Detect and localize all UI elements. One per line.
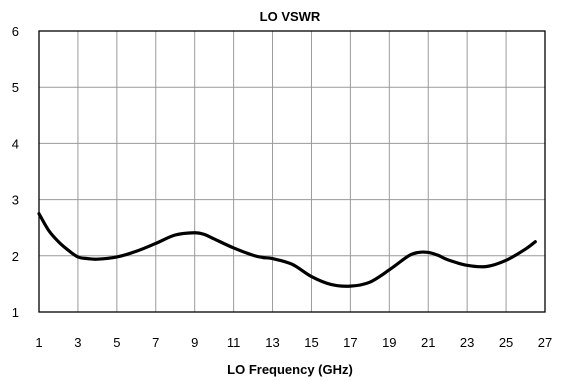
- x-tick-label: 7: [152, 335, 159, 350]
- y-axis-ticks: 1 2 3 4 5 6: [12, 24, 19, 320]
- x-tick-label: 19: [382, 335, 396, 350]
- y-tick-label: 2: [12, 249, 19, 264]
- x-tick-label: 27: [538, 335, 552, 350]
- y-tick-label: 5: [12, 80, 19, 95]
- plot-area-border: [38, 30, 546, 313]
- x-tick-label: 13: [265, 335, 279, 350]
- x-tick-label: 1: [35, 335, 42, 350]
- x-tick-label: 11: [227, 335, 241, 350]
- y-tick-label: 6: [12, 24, 19, 39]
- series-line-lo-vswr: [37, 212, 537, 288]
- y-tick-label: 1: [12, 305, 19, 320]
- x-tick-label: 23: [460, 335, 474, 350]
- grid: [39, 31, 545, 312]
- y-tick-label: 3: [12, 193, 19, 208]
- x-axis-ticks: 1 3 5 7 9 11 13 15 17 19 21 23 25 27: [35, 335, 552, 350]
- x-axis-label: LO Frequency (GHz): [227, 362, 353, 377]
- x-tick-label: 21: [421, 335, 435, 350]
- x-tick-label: 17: [343, 335, 357, 350]
- x-tick-label: 5: [113, 335, 120, 350]
- x-tick-label: 9: [191, 335, 198, 350]
- x-tick-label: 25: [499, 335, 513, 350]
- chart-title: LO VSWR: [260, 9, 321, 24]
- y-tick-label: 4: [12, 136, 19, 151]
- x-tick-label: 3: [74, 335, 81, 350]
- x-tick-label: 15: [304, 335, 318, 350]
